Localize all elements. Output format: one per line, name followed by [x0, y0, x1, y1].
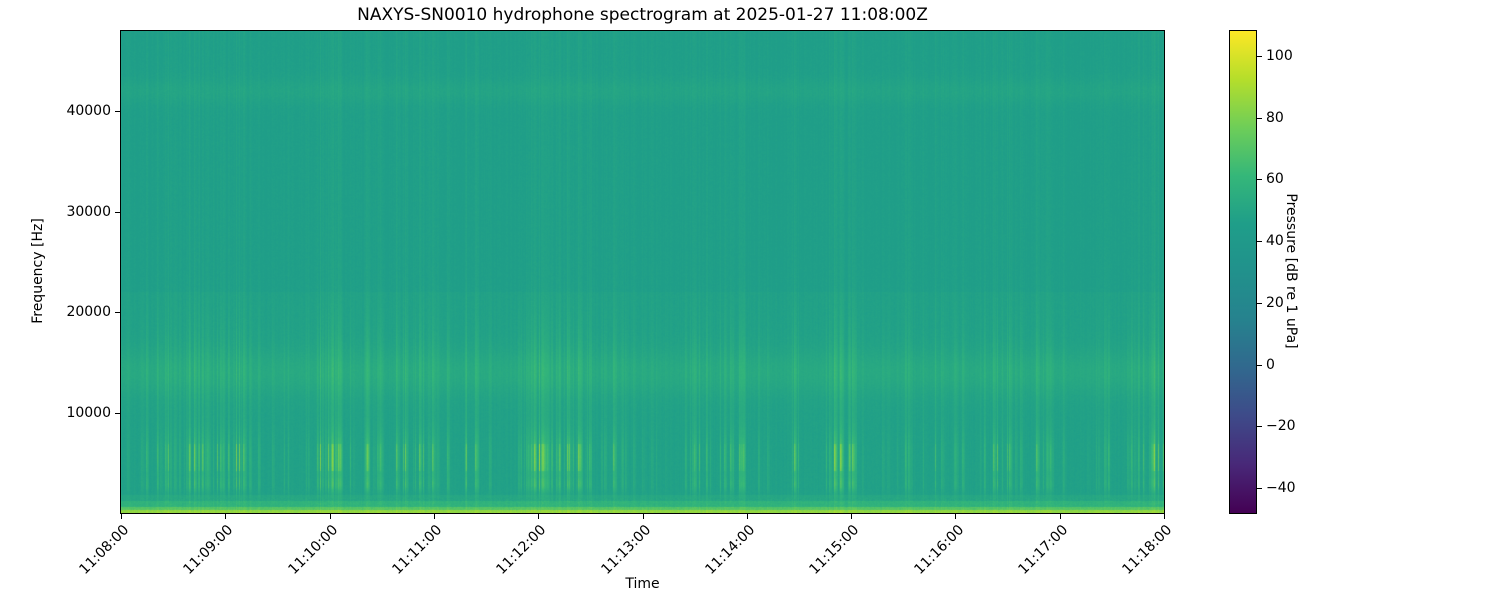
y-axis-title: Frequency [Hz]	[30, 218, 46, 324]
x-tick-mark	[1059, 514, 1061, 519]
colorbar-tick-label: 80	[1266, 109, 1284, 126]
colorbar-tick-mark	[1257, 241, 1262, 243]
colorbar-tick-label: −20	[1266, 418, 1296, 435]
x-axis-title: Time	[625, 576, 660, 592]
x-tick-mark	[851, 514, 853, 519]
spectrogram-heatmap-canvas	[121, 31, 1164, 513]
colorbar-tick-label: 0	[1266, 356, 1275, 373]
plot-area: 10000 20000 30000 40000 11:08:00 11:09:00 11:…	[66, 30, 1175, 578]
x-tick-label-text: 11:13:00	[598, 522, 654, 578]
x-tick-label-text: 11:18:00	[1119, 522, 1176, 578]
colorbar-tick-mark	[1257, 302, 1262, 304]
colorbar-tick-mark	[1257, 179, 1262, 181]
colorbar-tick-label: −40	[1266, 480, 1296, 497]
x-tick-mark	[121, 514, 122, 519]
y-tick-label: 10000	[66, 404, 111, 421]
colorbar-tick-label: 60	[1266, 171, 1284, 188]
x-tick-label-text: 11:12:00	[493, 522, 550, 578]
colorbar-tick-mark	[1257, 488, 1262, 490]
colorbar: 100 80 60 40 20 0 −20 −40	[1229, 30, 1296, 514]
colorbar-tick-mark	[1257, 117, 1262, 119]
y-tick-label: 30000	[66, 203, 111, 220]
y-tick-mark	[115, 312, 120, 314]
x-tick-mark	[955, 514, 957, 519]
colorbar-tick-label: 100	[1266, 47, 1293, 64]
x-tick-label-text: 11:10:00	[285, 522, 341, 578]
x-tick-label-text: 11:17:00	[1015, 522, 1072, 578]
x-tick-label-text: 11:08:00	[76, 522, 133, 578]
chart-title: NAXYS-SN0010 hydrophone spectrogram at 2…	[357, 5, 928, 25]
x-tick-label-text: 11:11:00	[389, 522, 446, 578]
colorbar-tick-mark	[1257, 364, 1262, 366]
y-tick-mark	[115, 211, 120, 213]
x-tick-label-text: 11:16:00	[910, 522, 967, 578]
x-tick-mark	[746, 514, 748, 519]
x-tick-label-text: 11:14:00	[702, 522, 759, 578]
x-tick-mark	[225, 514, 227, 519]
x-tick-mark	[642, 514, 644, 519]
colorbar-tick-label: 40	[1266, 233, 1284, 250]
y-tick-label: 20000	[66, 304, 111, 321]
y-tick-mark	[115, 111, 120, 113]
colorbar-tick-mark	[1257, 55, 1262, 57]
y-tick-mark	[115, 412, 120, 414]
colorbar-title: Pressure [dB re 1 uPa]	[1283, 193, 1299, 349]
x-tick-mark	[433, 514, 435, 519]
x-tick-mark	[1164, 514, 1165, 519]
colorbar-tick-label: 20	[1266, 294, 1284, 311]
x-tick-mark	[538, 514, 540, 519]
x-tick-mark	[329, 514, 331, 519]
x-tick-label-text: 11:09:00	[180, 522, 237, 578]
y-tick-label: 40000	[66, 103, 111, 120]
x-tick-label-text: 11:15:00	[806, 522, 863, 578]
colorbar-tick-mark	[1257, 426, 1262, 428]
